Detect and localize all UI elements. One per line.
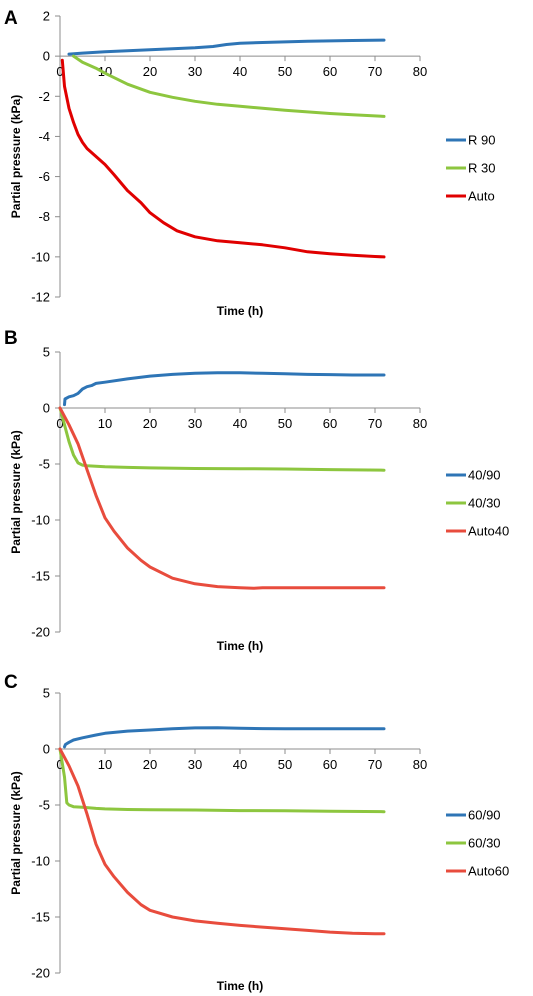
y-tick-label: -4 bbox=[38, 129, 50, 144]
legend: 60/90 60/30 Auto60 bbox=[446, 808, 509, 879]
series-line-r-30 bbox=[72, 54, 386, 118]
y-tick-label: -15 bbox=[31, 569, 50, 584]
x-tick-label: 0 bbox=[56, 416, 63, 431]
legend-label: R 30 bbox=[468, 161, 495, 176]
x-tick-label: 70 bbox=[368, 757, 382, 772]
x-tick-label: 20 bbox=[143, 416, 157, 431]
series-line-40-90 bbox=[63, 371, 386, 407]
y-tick-label: -20 bbox=[31, 966, 50, 981]
x-tick-label: 80 bbox=[413, 757, 427, 772]
legend-label: R 90 bbox=[468, 133, 495, 148]
x-tick-label: 30 bbox=[188, 416, 202, 431]
x-tick-label: 50 bbox=[278, 757, 292, 772]
panel-letter: C bbox=[4, 672, 18, 693]
y-tick-label: -15 bbox=[31, 910, 50, 925]
y-tick-label: 5 bbox=[43, 686, 50, 701]
legend-label: Auto60 bbox=[468, 864, 509, 879]
y-tick-label: 5 bbox=[43, 345, 50, 360]
x-axis-title: Time (h) bbox=[217, 304, 263, 318]
y-axis-title: Partial pressure (kPa) bbox=[9, 771, 23, 894]
x-tick-label: 50 bbox=[278, 416, 292, 431]
legend: R 90 R 30 Auto bbox=[446, 133, 495, 204]
y-axis-title: Partial pressure (kPa) bbox=[9, 430, 23, 553]
y-tick-label: -12 bbox=[31, 290, 50, 305]
y-tick-label: 0 bbox=[43, 49, 50, 64]
x-tick-label: 0 bbox=[56, 64, 63, 79]
x-tick-label: 20 bbox=[143, 757, 157, 772]
x-tick-label: 80 bbox=[413, 64, 427, 79]
y-tick-label: -20 bbox=[31, 625, 50, 640]
y-tick-label: -2 bbox=[38, 89, 50, 104]
x-tick-label: 60 bbox=[323, 757, 337, 772]
x-tick-label: 50 bbox=[278, 64, 292, 79]
y-tick-label: -5 bbox=[38, 798, 50, 813]
x-tick-label: 60 bbox=[323, 416, 337, 431]
x-tick-label: 10 bbox=[98, 757, 112, 772]
x-tick-label: 10 bbox=[98, 416, 112, 431]
y-tick-label: 0 bbox=[43, 742, 50, 757]
legend-label: 40/30 bbox=[468, 496, 501, 511]
x-tick-label: 40 bbox=[233, 757, 247, 772]
series-line-r-90 bbox=[67, 38, 386, 56]
x-tick-label: 30 bbox=[188, 64, 202, 79]
legend-label: Auto bbox=[468, 189, 495, 204]
x-tick-label: 60 bbox=[323, 64, 337, 79]
panel-letter: A bbox=[4, 8, 18, 29]
legend-label: 60/90 bbox=[468, 808, 501, 823]
y-tick-label: -6 bbox=[38, 169, 50, 184]
x-tick-label: 70 bbox=[368, 416, 382, 431]
y-tick-label: -10 bbox=[31, 249, 50, 264]
series-line-auto40 bbox=[58, 406, 386, 590]
x-tick-label: 40 bbox=[233, 64, 247, 79]
series-line-60-30 bbox=[58, 747, 386, 814]
x-tick-label: 20 bbox=[143, 64, 157, 79]
y-tick-label: -10 bbox=[31, 854, 50, 869]
x-tick-label: 80 bbox=[413, 416, 427, 431]
x-axis-title: Time (h) bbox=[217, 979, 263, 993]
y-tick-label: -8 bbox=[38, 209, 50, 224]
legend: 40/90 40/30 Auto40 bbox=[446, 468, 509, 539]
series-line-auto60 bbox=[58, 747, 386, 936]
series-line-auto bbox=[60, 58, 386, 259]
legend-label: Auto40 bbox=[468, 524, 509, 539]
panel-letter: B bbox=[4, 328, 18, 349]
legend-label: 60/30 bbox=[468, 836, 501, 851]
y-tick-label: 0 bbox=[43, 401, 50, 416]
x-tick-label: 40 bbox=[233, 416, 247, 431]
series-line-60-90 bbox=[63, 726, 386, 749]
y-axis-title: Partial pressure (kPa) bbox=[9, 95, 23, 218]
legend-label: 40/90 bbox=[468, 468, 501, 483]
x-tick-label: 30 bbox=[188, 757, 202, 772]
y-tick-label: -10 bbox=[31, 513, 50, 528]
x-tick-label: 70 bbox=[368, 64, 382, 79]
series-line-40-30 bbox=[58, 406, 386, 472]
y-tick-label: 2 bbox=[43, 9, 50, 24]
x-axis-title: Time (h) bbox=[217, 639, 263, 653]
x-tick-label: 0 bbox=[56, 757, 63, 772]
y-tick-label: -5 bbox=[38, 457, 50, 472]
